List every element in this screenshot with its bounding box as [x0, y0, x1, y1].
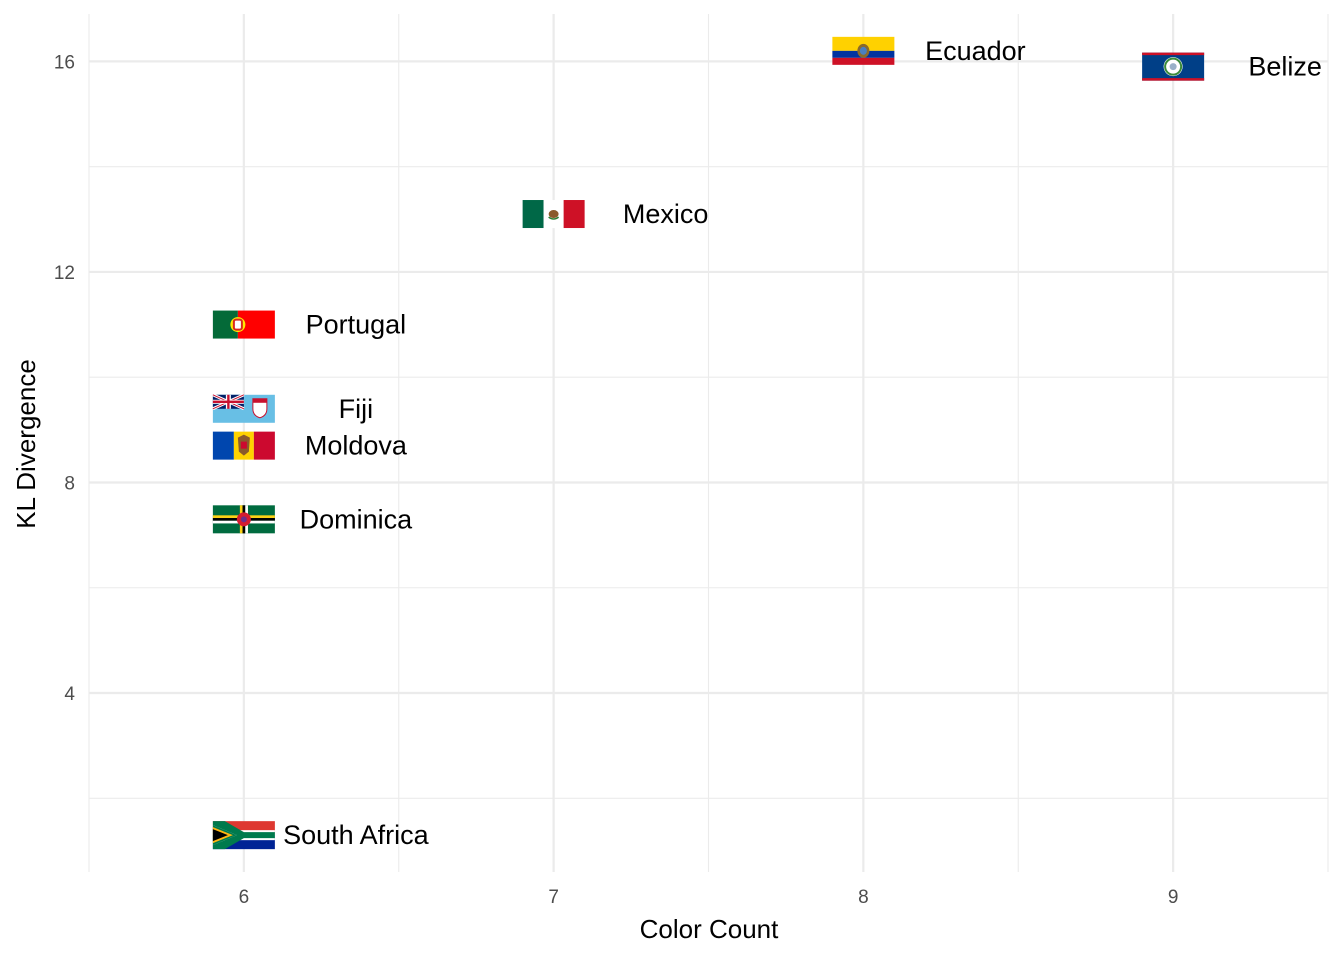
- y-tick-label: 8: [64, 473, 75, 494]
- point-label-portugal: Portugal: [306, 310, 407, 340]
- point-label-belize: Belize: [1248, 52, 1322, 82]
- y-tick-label: 16: [54, 52, 75, 73]
- point-ecuador: Ecuador: [832, 36, 1026, 66]
- point-portugal: Portugal: [212, 310, 407, 340]
- point-moldova: Moldova: [212, 431, 408, 461]
- data-points: Ecuador Belize Mexico Portugal Fiji Moldova Do…: [212, 36, 1322, 850]
- y-tick-label: 4: [64, 684, 75, 705]
- point-label-dominica: Dominica: [300, 504, 414, 534]
- x-axis-title: Color Count: [640, 914, 780, 944]
- x-tick-label: 6: [239, 887, 250, 908]
- point-south-africa: South Africa: [212, 820, 430, 850]
- y-axis-title: KL Divergence: [11, 359, 41, 529]
- mexico-flag-icon: [522, 200, 585, 229]
- south-africa-flag-icon: [212, 821, 275, 850]
- point-label-fiji: Fiji: [339, 394, 374, 424]
- ecuador-flag-icon: [832, 36, 895, 65]
- dominica-flag-icon: [212, 505, 275, 534]
- point-label-moldova: Moldova: [305, 431, 408, 461]
- tick-labels: 6 7 8 9 4 8 12 16: [54, 52, 1179, 908]
- x-tick-label: 9: [1168, 887, 1179, 908]
- point-dominica: Dominica: [212, 504, 414, 534]
- point-belize: Belize: [1142, 52, 1322, 82]
- x-tick-label: 8: [858, 887, 869, 908]
- point-label-mexico: Mexico: [623, 199, 709, 229]
- point-mexico: Mexico: [522, 199, 709, 229]
- x-tick-label: 7: [548, 887, 559, 908]
- point-label-ecuador: Ecuador: [925, 36, 1026, 66]
- moldova-flag-icon: [212, 431, 275, 460]
- point-label-south-africa: South Africa: [283, 820, 430, 850]
- portugal-flag-icon: [212, 310, 275, 339]
- belize-flag-icon: [1142, 52, 1205, 81]
- y-tick-label: 12: [54, 263, 75, 284]
- fiji-flag-icon: [212, 393, 275, 423]
- point-fiji: Fiji: [212, 393, 374, 424]
- grid: [88, 14, 1329, 872]
